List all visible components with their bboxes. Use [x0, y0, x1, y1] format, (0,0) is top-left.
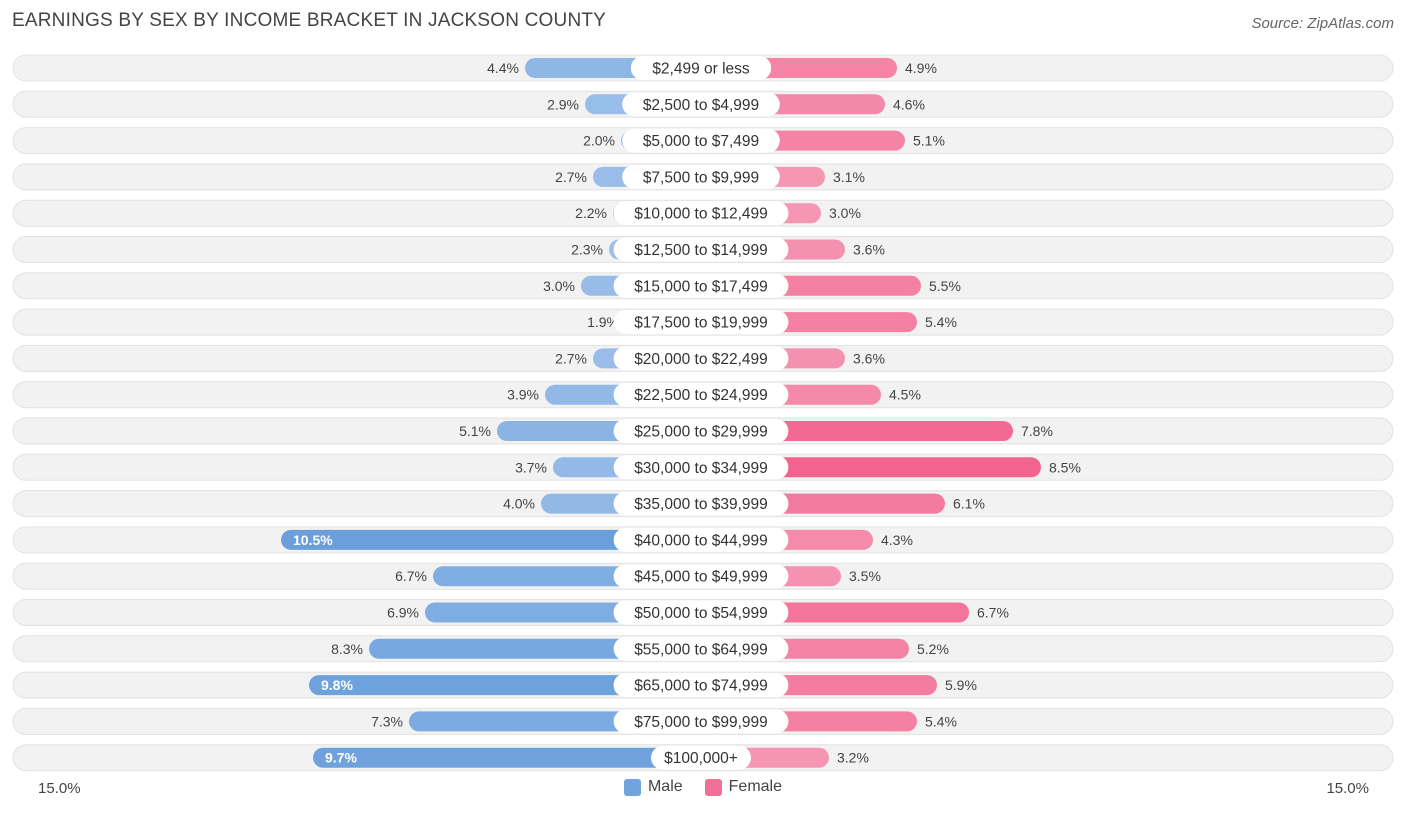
- source-credit: Source: ZipAtlas.com: [1251, 15, 1394, 32]
- category-pill: [630, 56, 772, 80]
- male-bar: [281, 529, 701, 550]
- category-label: $2,500 to $4,999: [643, 97, 759, 114]
- category-pill: [613, 310, 789, 335]
- male-value-label: 7.3%: [371, 713, 403, 729]
- male-value-label: 2.2%: [575, 205, 607, 221]
- category-pill: [613, 382, 789, 407]
- category-pill: [622, 128, 780, 153]
- category-label: $30,000 to $34,999: [634, 460, 768, 477]
- category-pill: [613, 346, 789, 371]
- female-value-label: 4.6%: [893, 96, 925, 112]
- female-value-label: 3.6%: [853, 350, 885, 366]
- category-label: $5,000 to $7,499: [643, 133, 759, 150]
- female-value-label: 4.9%: [905, 60, 937, 76]
- male-value-label: 4.0%: [503, 496, 535, 512]
- category-pill: [613, 201, 789, 226]
- legend-male-label: Male: [647, 778, 683, 795]
- legend-item-female[interactable]: Female: [704, 778, 783, 796]
- category-label: $12,500 to $14,999: [634, 242, 768, 259]
- category-pill: [613, 419, 789, 443]
- female-value-label: 3.5%: [849, 568, 881, 584]
- female-value-label: 3.0%: [829, 205, 861, 221]
- category-label: $2,499 or less: [652, 61, 750, 78]
- category-pill: [622, 92, 780, 117]
- male-value-label: 2.3%: [571, 242, 603, 258]
- male-value-label: 5.1%: [459, 423, 491, 439]
- male-value-label: 10.5%: [293, 532, 333, 548]
- male-value-label: 6.9%: [387, 605, 419, 621]
- male-value-label: 4.4%: [487, 60, 519, 76]
- female-value-label: 4.3%: [881, 532, 913, 548]
- category-pill: [613, 237, 789, 262]
- female-value-label: 5.2%: [917, 641, 949, 657]
- male-value-label: 9.8%: [321, 677, 353, 693]
- female-value-label: 5.4%: [925, 713, 957, 729]
- legend-female-label: Female: [728, 778, 783, 795]
- category-label: $15,000 to $17,499: [634, 278, 768, 295]
- female-value-label: 3.1%: [833, 169, 865, 185]
- male-value-label: 2.7%: [555, 169, 587, 185]
- male-value-label: 3.0%: [543, 278, 575, 294]
- category-label: $22,500 to $24,999: [634, 387, 768, 404]
- female-value-label: 6.7%: [977, 605, 1009, 621]
- category-label: $75,000 to $99,999: [634, 714, 768, 731]
- female-value-label: 3.2%: [837, 750, 869, 766]
- female-value-label: 6.1%: [953, 496, 985, 512]
- female-value-label: 5.5%: [929, 278, 961, 294]
- category-label: $35,000 to $39,999: [634, 496, 768, 513]
- category-pill: [613, 564, 789, 589]
- male-swatch: [623, 778, 641, 796]
- male-value-label: 2.9%: [547, 96, 579, 112]
- category-pill: [613, 273, 789, 298]
- category-label: $100,000+: [664, 750, 738, 767]
- category-label: $17,500 to $19,999: [634, 315, 768, 332]
- male-value-label: 8.3%: [331, 641, 363, 657]
- axis-left-label: 15.0%: [38, 780, 81, 797]
- female-value-label: 8.5%: [1049, 459, 1081, 475]
- legend-item-male[interactable]: Male: [623, 778, 683, 796]
- male-value-label: 3.7%: [515, 459, 547, 475]
- male-value-label: 1.9%: [587, 314, 619, 330]
- category-label: $10,000 to $12,499: [634, 206, 768, 223]
- category-label: $45,000 to $49,999: [634, 569, 768, 586]
- category-label: $55,000 to $64,999: [634, 641, 768, 658]
- category-pill: [613, 600, 789, 625]
- female-value-label: 3.6%: [853, 242, 885, 258]
- category-pill: [613, 709, 789, 734]
- category-pill: [613, 491, 789, 516]
- female-value-label: 5.1%: [913, 133, 945, 149]
- female-value-label: 7.8%: [1021, 423, 1053, 439]
- category-label: $20,000 to $22,499: [634, 351, 768, 368]
- male-value-label: 3.9%: [507, 387, 539, 403]
- female-value-label: 4.5%: [889, 387, 921, 403]
- category-pill: [613, 636, 789, 661]
- female-value-label: 5.4%: [925, 314, 957, 330]
- category-label: $25,000 to $29,999: [634, 424, 768, 441]
- male-value-label: 6.7%: [395, 568, 427, 584]
- category-label: $40,000 to $44,999: [634, 532, 768, 549]
- category-pill: [613, 673, 789, 698]
- female-swatch: [704, 778, 722, 796]
- female-value-label: 5.9%: [945, 677, 977, 693]
- axis-right-label: 15.0%: [1326, 780, 1369, 797]
- male-value-label: 2.0%: [583, 133, 615, 149]
- diverging-bar-chart: 4.4% 4.9% $2,499 or less 2.9% 4.6% $2,500 to …: [12, 54, 1394, 772]
- male-bar: [313, 747, 701, 768]
- legend: Male Female: [0, 778, 1406, 796]
- category-pill: [651, 745, 751, 770]
- category-pill: [622, 164, 780, 189]
- category-label: $7,500 to $9,999: [643, 169, 759, 186]
- male-bar: [309, 675, 701, 696]
- category-label: $50,000 to $54,999: [634, 605, 768, 622]
- category-pill: [613, 527, 789, 552]
- male-value-label: 9.7%: [325, 750, 357, 766]
- chart-title: EARNINGS BY SEX BY INCOME BRACKET IN JAC…: [12, 10, 607, 31]
- male-value-label: 2.7%: [555, 350, 587, 366]
- category-label: $65,000 to $74,999: [634, 678, 768, 695]
- category-pill: [613, 455, 789, 480]
